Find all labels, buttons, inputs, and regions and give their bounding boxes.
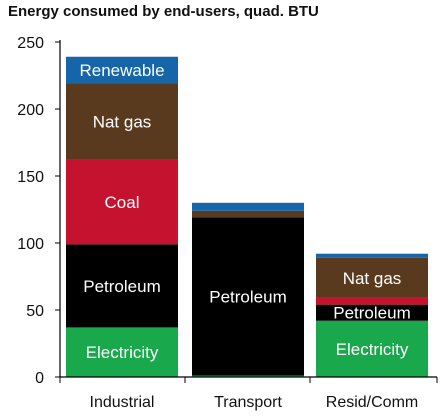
bar-segment-industrial-petroleum: [66, 244, 178, 328]
segment-label-transport-petroleum: Petroleum: [209, 288, 286, 307]
x-category-label-industrial: Industrial: [90, 394, 155, 411]
segment-label-industrial-electricity: Electricity: [86, 343, 159, 362]
y-tick-label-250: 250: [17, 35, 44, 52]
bar-segment-resid-comm-coal: [316, 297, 428, 305]
bar-segment-transport-nat-gas: [192, 210, 304, 218]
bar-segment-transport-electricity: [192, 375, 304, 377]
y-tick-label-100: 100: [17, 236, 44, 253]
segment-label-industrial-coal: Coal: [105, 193, 140, 212]
bar-segment-transport-renewable: [192, 202, 304, 211]
chart-title: Energy consumed by end-users, quad. BTU: [8, 3, 319, 20]
segment-label-resid-comm-electricity: Electricity: [336, 340, 409, 359]
segment-label-industrial-renewable: Renewable: [79, 61, 164, 80]
segment-label-industrial-nat-gas: Nat gas: [93, 113, 152, 132]
bar-segment-industrial-nat-gas: [66, 83, 178, 160]
axes-layer: 0 50 100 150 200 250 Industrial Transport Resid/…: [17, 35, 438, 411]
segment-labels-layer: Electricity Petroleum Coal Nat gas Renewable…: [79, 61, 410, 362]
y-tick-label-50: 50: [26, 303, 44, 320]
bar-segment-transport-petroleum: [192, 217, 304, 376]
bar-segment-industrial-renewable: [66, 56, 178, 84]
x-category-label-transport: Transport: [214, 394, 282, 411]
bar-segment-industrial-electricity: [66, 327, 178, 377]
segment-label-industrial-petroleum: Petroleum: [83, 277, 160, 296]
y-tick-label-0: 0: [35, 370, 44, 387]
bar-segment-resid-comm-electricity: [316, 320, 428, 377]
bar-segment-resid-comm-nat-gas: [316, 257, 428, 298]
bar-segment-resid-comm-renewable: [316, 253, 428, 258]
segment-label-resid-comm-petroleum: Petroleum: [333, 304, 410, 323]
bar-segment-industrial-coal: [66, 159, 178, 245]
x-category-label-resid-comm: Resid/Comm: [326, 394, 418, 411]
y-tick-label-150: 150: [17, 169, 44, 186]
segment-label-resid-comm-nat-gas: Nat gas: [343, 269, 402, 288]
y-tick-label-200: 200: [17, 102, 44, 119]
bar-segment-resid-comm-petroleum: [316, 304, 428, 321]
bars-layer: [66, 56, 428, 377]
